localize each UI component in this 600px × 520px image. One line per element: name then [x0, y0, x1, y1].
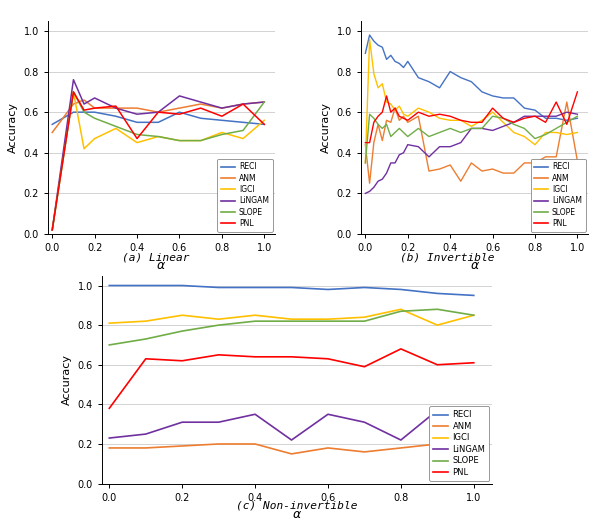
- Y-axis label: Accuracy: Accuracy: [62, 354, 72, 405]
- X-axis label: $\alpha$: $\alpha$: [157, 258, 166, 271]
- Text: (b) Invertible: (b) Invertible: [400, 252, 494, 262]
- Legend: RECI, ANM, IGCI, LiNGAM, SLOPE, PNL: RECI, ANM, IGCI, LiNGAM, SLOPE, PNL: [530, 159, 586, 232]
- Y-axis label: Accuracy: Accuracy: [8, 102, 18, 153]
- X-axis label: $\alpha$: $\alpha$: [470, 258, 479, 271]
- Text: (a) Linear: (a) Linear: [122, 252, 190, 262]
- X-axis label: $\alpha$: $\alpha$: [292, 508, 302, 520]
- Y-axis label: Accuracy: Accuracy: [321, 102, 331, 153]
- Legend: RECI, ANM, IGCI, LiNGAM, SLOPE, PNL: RECI, ANM, IGCI, LiNGAM, SLOPE, PNL: [217, 159, 272, 232]
- Legend: RECI, ANM, IGCI, LiNGAM, SLOPE, PNL: RECI, ANM, IGCI, LiNGAM, SLOPE, PNL: [429, 406, 490, 481]
- Text: (c) Non-invertible: (c) Non-invertible: [236, 500, 358, 510]
